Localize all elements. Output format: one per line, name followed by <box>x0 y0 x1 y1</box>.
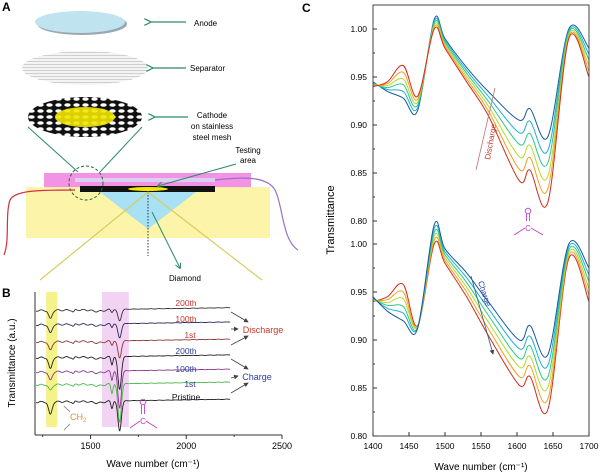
c-x-tick-label: 1600 <box>508 441 527 451</box>
cathode-label-1: Cathode <box>197 111 228 120</box>
b-spectrum-line <box>35 381 231 424</box>
c-y-tick-label: 0.95 <box>350 72 367 82</box>
cathode-label-2: on stainless <box>191 122 233 131</box>
c-top-spectrum-line <box>372 17 590 154</box>
c-y-axis-title: Transmittance <box>325 185 337 254</box>
b-series-label: Pristine <box>172 392 201 402</box>
anode-disc <box>35 11 125 33</box>
b-spectrum-line <box>35 354 231 391</box>
c-top-spectrum-line <box>372 26 590 208</box>
c-carbonyl-symbol <box>513 207 544 236</box>
testing-area-label-2: area <box>240 156 257 165</box>
b-x-axis-title: Wave number (cm⁻¹) <box>106 459 199 470</box>
c-x-tick-label: 1400 <box>364 441 383 451</box>
zoom-line-left <box>27 126 79 173</box>
c-bottom-spectrum-line <box>372 240 590 414</box>
cathode-material <box>55 107 115 127</box>
c-y-tick-label: 0.95 <box>350 287 367 297</box>
c-bottom-spectrum-line <box>372 225 590 369</box>
c-bottom-spectrum-line <box>372 229 590 381</box>
panel-b-letter: B <box>2 286 11 300</box>
c-top-spectrum-line <box>372 24 590 194</box>
b-series-label: 1st <box>184 379 196 389</box>
testing-area-spot <box>128 187 168 191</box>
c-carbonyl-c: C <box>525 224 531 233</box>
charge-connector <box>230 358 249 370</box>
b-y-axis-title: Transmittance (a.u.) <box>7 318 18 407</box>
charge-group-label: Charge <box>242 372 272 382</box>
b-series-label: 1st <box>184 330 196 340</box>
panel-a-letter: A <box>2 0 11 14</box>
b-spectrum-line <box>35 307 231 322</box>
c-y-tick-label: 1.00 <box>350 239 367 249</box>
discharge-arrow <box>475 87 496 171</box>
b-x-tick-label: 2000 <box>176 441 196 451</box>
b-spectrum-line <box>35 321 231 339</box>
c-top-spectrum-line <box>372 22 590 181</box>
testing-area-label-1: Testing <box>235 146 260 155</box>
testing-area-arrow <box>158 163 237 186</box>
red-wire <box>3 189 76 256</box>
zoom-line-right <box>99 126 143 173</box>
b-series-label: 100th <box>175 364 197 374</box>
c-y-tick-label: 1.00 <box>350 24 367 34</box>
c-y-tick-label: 0.90 <box>350 335 367 345</box>
b-carbonyl-c: C <box>140 417 146 426</box>
b-series-label: 200th <box>175 346 197 356</box>
charge-connector <box>230 374 239 380</box>
c-bottom-spectrum-line <box>372 236 590 403</box>
ch2-band <box>46 292 58 427</box>
cathode-label-3: steel mesh <box>193 133 232 142</box>
c-bottom-spectrum-line <box>372 233 590 392</box>
panel-c-chart: C 0.80 0.85 0.90 0.95 1.00 0.80 0.85 0.90 0.95 1.… <box>302 1 599 473</box>
diamond-label: Diamond <box>169 274 201 283</box>
c-y-tick-label: 0.80 <box>350 216 367 226</box>
b-spectrum-line <box>35 338 231 359</box>
anode-label: Anode <box>194 19 218 28</box>
c-y-tick-label: 0.85 <box>350 383 367 393</box>
discharge-connector <box>230 311 249 323</box>
discharge-connector <box>230 335 249 346</box>
b-x-tick-label: 2500 <box>272 441 292 451</box>
magnified-region-circle <box>68 165 104 201</box>
charge-connector <box>230 382 249 394</box>
ch2-pointer-bottom <box>63 423 71 431</box>
c-y-tick-label: 0.90 <box>350 120 367 130</box>
diamond-arrow <box>151 211 180 268</box>
ch2-pointer-top <box>63 405 71 413</box>
c-x-tick-label: 1700 <box>580 441 599 451</box>
c-top-spectrum-line <box>372 20 590 167</box>
c-top-spectrum-line <box>372 15 590 140</box>
c-x-tick-label: 1500 <box>436 441 455 451</box>
ch2-label: CH2 <box>70 412 87 424</box>
b-carbonyl-symbol <box>129 398 158 429</box>
c-x-tick-label: 1550 <box>472 441 491 451</box>
ir-beam-out <box>147 191 263 281</box>
c-x-tick-label: 1650 <box>544 441 563 451</box>
c-y-tick-label: 0.80 <box>350 431 367 441</box>
charge-arrow <box>470 275 495 355</box>
ch2-subscript: 2 <box>83 418 87 424</box>
ir-beam-in <box>39 191 149 281</box>
c-x-tick-label: 1450 <box>400 441 419 451</box>
b-spectrum-line <box>35 368 231 409</box>
discharge-group-label: Discharge <box>243 325 284 335</box>
panel-a-schematic: A Anode Separator Cathode on stainless s… <box>2 0 299 283</box>
purple-wire <box>214 177 299 251</box>
separator-disc <box>22 51 148 85</box>
cell-layers <box>75 178 215 182</box>
c-bottom-spectrum-line <box>372 221 590 358</box>
b-x-tick-label: 1500 <box>81 441 101 451</box>
b-series-label: 200th <box>175 298 197 308</box>
separator-label: Separator <box>190 64 225 73</box>
panel-b-chart: B 1500 2000 2500 Transmittance (a.u.) Wave… <box>2 286 292 470</box>
ch2-text: CH <box>70 412 83 422</box>
c-y-tick-label: 0.85 <box>350 168 367 178</box>
c-x-axis-title: Wave number (cm⁻¹) <box>434 462 527 473</box>
panel-c-letter: C <box>302 1 311 15</box>
b-spectrum-line <box>35 398 231 432</box>
b-series-label: 100th <box>175 314 197 324</box>
